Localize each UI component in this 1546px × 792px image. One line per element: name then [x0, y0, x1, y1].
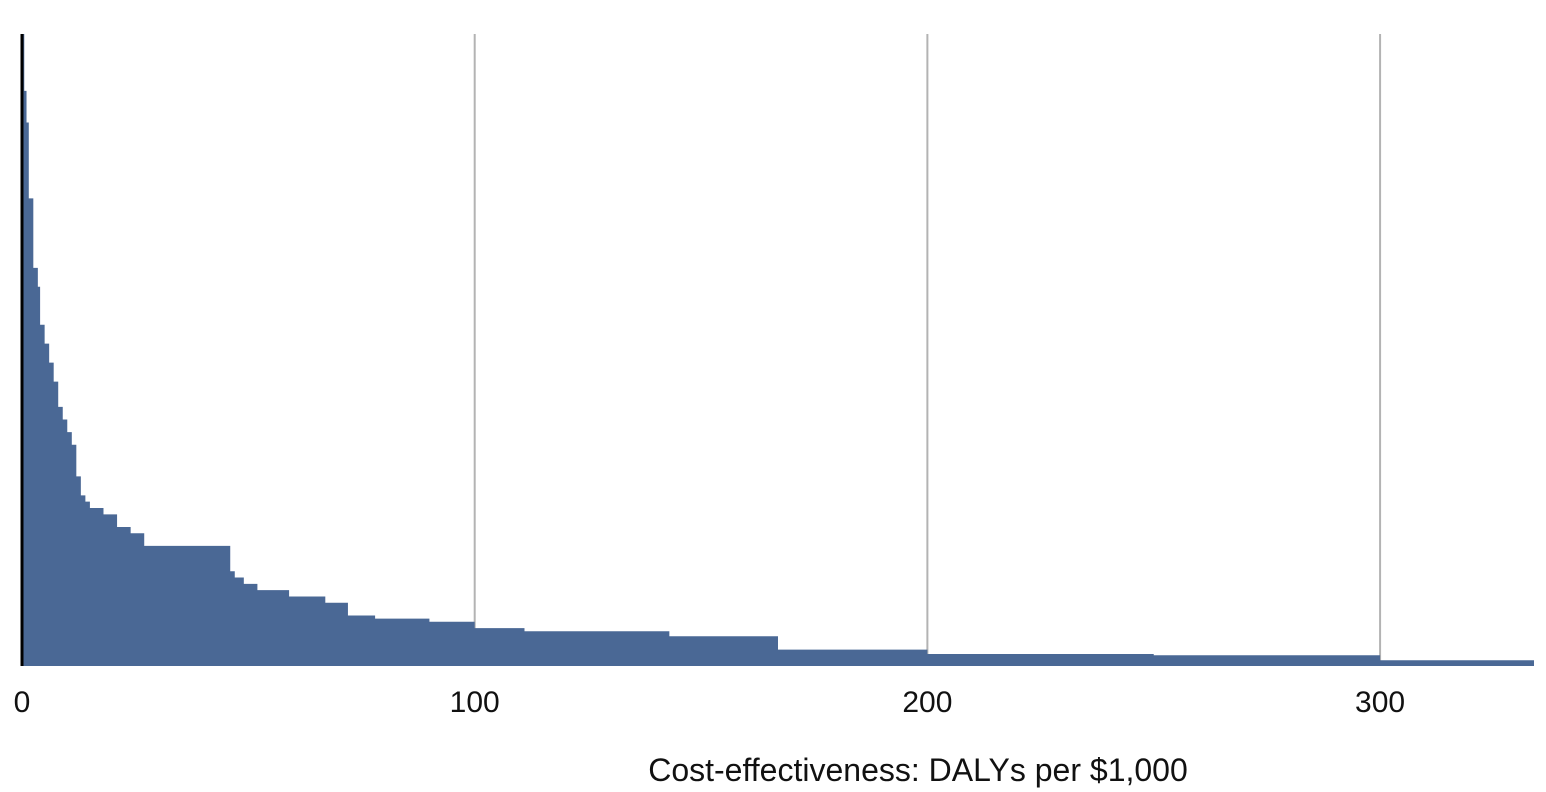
- x-tick-label-200: 200: [902, 686, 952, 719]
- cost-effectiveness-area: [22, 34, 1534, 666]
- vertical-gridlines: [473, 34, 1382, 666]
- x-tick-label-300: 300: [1355, 686, 1405, 719]
- x-tick-label-100: 100: [450, 686, 500, 719]
- x-tick-label-0: 0: [14, 686, 31, 719]
- x-axis-title: Cost-effectiveness: DALYs per $1,000: [648, 752, 1188, 788]
- x-tick-labels: 0 100 200 300: [14, 686, 1405, 719]
